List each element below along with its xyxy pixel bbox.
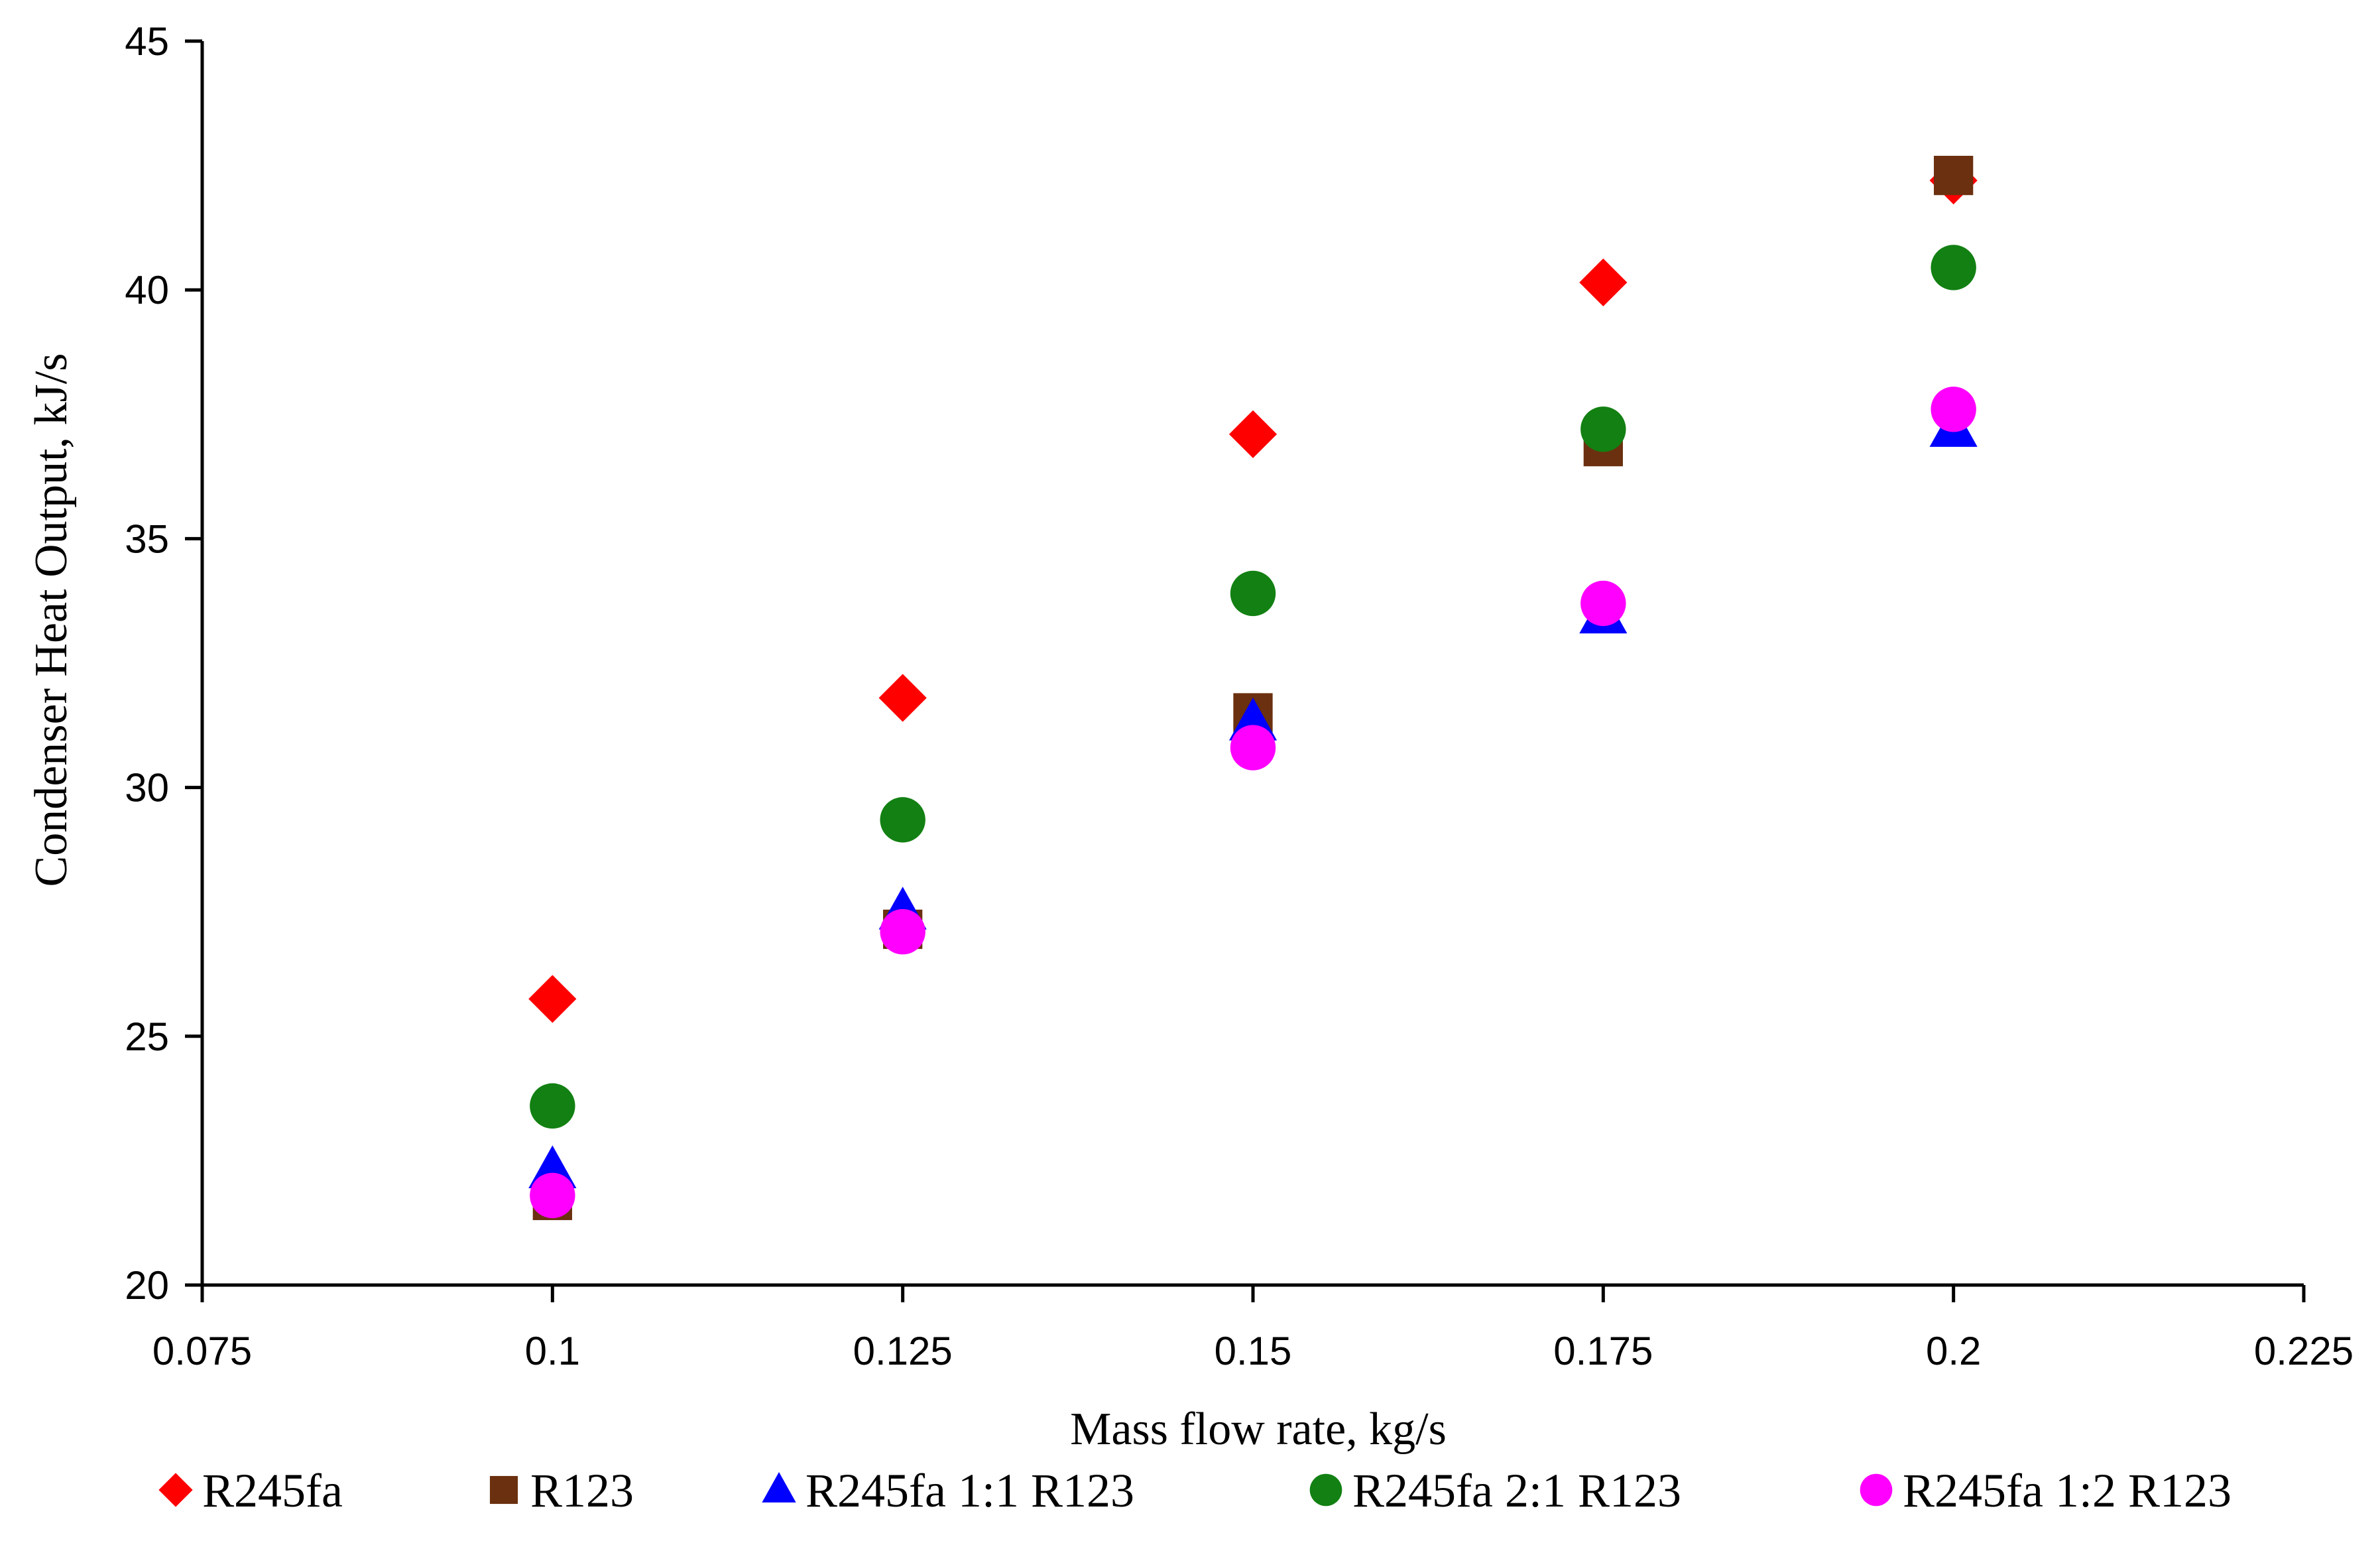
series-4: [530, 245, 1976, 1129]
x-tick-label: 0.1: [525, 1329, 580, 1373]
series-5: [530, 387, 1976, 1219]
legend-label: R123: [530, 1464, 634, 1517]
data-points: [528, 155, 1978, 1221]
data-point: [530, 1172, 575, 1219]
data-point: [1579, 258, 1628, 307]
x-tick-label: 0.15: [1215, 1329, 1292, 1373]
series-3: [528, 404, 1978, 1189]
data-point: [1934, 155, 1974, 196]
y-tick-label: 20: [125, 1263, 169, 1308]
data-point: [528, 975, 577, 1023]
data-point: [880, 797, 925, 843]
x-tick-label: 0.225: [2254, 1329, 2353, 1373]
legend-label: R245fa 1:1 R123: [805, 1464, 1134, 1517]
x-tick-label: 0.2: [1926, 1329, 1981, 1373]
legend-item: R245fa 2:1 R123: [1309, 1464, 1681, 1517]
tick-marks: [185, 39, 2306, 1302]
y-tick-label: 40: [125, 268, 169, 312]
x-tick-label: 0.075: [152, 1329, 252, 1373]
legend-item: R245fa 1:1 R123: [762, 1464, 1134, 1517]
data-point: [1230, 570, 1276, 617]
legend: R245fa R123 R245fa 1:1 R123 R245fa 2:1 R123…: [158, 1464, 2231, 1517]
series-2: [532, 155, 1974, 1221]
legend-label: R245fa 1:2 R123: [1903, 1464, 2231, 1517]
legend-marker: [1309, 1473, 1342, 1507]
tick-labels: 20 25 30 35 40 45 0.075 0.1 0.125 0.15 0.175 0.2 0.2…: [125, 19, 2353, 1373]
y-tick-label: 30: [125, 766, 169, 810]
data-point: [1230, 725, 1276, 770]
legend-marker: [158, 1473, 193, 1507]
legend-label: R245fa 2:1 R123: [1352, 1464, 1681, 1517]
y-tick-label: 45: [125, 19, 169, 64]
data-point: [1580, 580, 1626, 627]
data-point: [878, 674, 927, 722]
y-tick-label: 35: [125, 517, 169, 561]
data-point: [530, 1083, 575, 1129]
legend-marker: [489, 1475, 518, 1505]
legend-marker: [1860, 1473, 1893, 1507]
data-point: [1931, 387, 1976, 432]
x-tick-label: 0.175: [1553, 1329, 1653, 1373]
data-point: [880, 909, 925, 955]
x-axis-title: Mass flow rate, kg/s: [1070, 1404, 1447, 1455]
legend-item: R245fa 1:2 R123: [1860, 1464, 2231, 1517]
legend-item: R245fa: [158, 1464, 343, 1517]
axes: [200, 41, 2304, 1287]
legend-marker: [762, 1472, 796, 1503]
y-axis-title: Condenser Heat Output, kJ/s: [26, 353, 77, 887]
legend-item: R123: [489, 1464, 634, 1517]
data-point: [1931, 245, 1976, 290]
data-point: [1580, 406, 1626, 452]
data-point: [1228, 410, 1278, 458]
legend-label: R245fa: [202, 1464, 343, 1517]
x-tick-label: 0.125: [853, 1329, 953, 1373]
y-tick-label: 25: [125, 1015, 169, 1059]
